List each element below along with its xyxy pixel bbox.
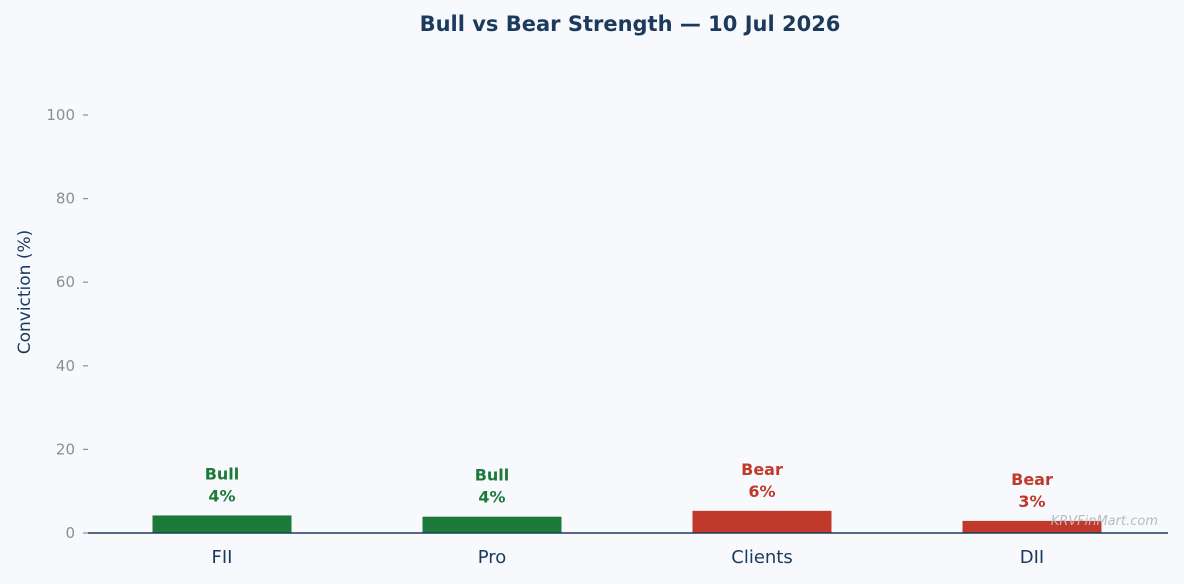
y-tick-label: 0 [65,524,75,542]
value-label: 4% [478,488,505,507]
y-tick-label: 40 [56,357,75,375]
watermark: KRVFinMart.com [1051,514,1158,529]
x-tick-label: Clients [731,547,793,568]
bias-label: Bull [475,466,510,485]
bar-fii [152,515,292,533]
bias-label: Bull [205,464,240,483]
bars: Bull 4% Bull 4% Bear 6% Bear 3% [152,460,1102,533]
value-label: 6% [748,482,775,501]
y-tick-label: 80 [56,190,75,208]
x-tick-label: Pro [478,547,507,568]
bar-dii [962,520,1102,533]
x-axis: FII Pro Clients DII [88,532,1168,568]
x-tick-label: DII [1020,547,1044,568]
bar-clients [692,510,832,533]
bias-label: Bear [1011,470,1053,489]
y-tick-label: 100 [46,106,75,124]
chart-title: Bull vs Bear Strength — 10 Jul 2026 [420,12,841,36]
value-label: 4% [208,486,235,505]
bar-pro [422,516,562,533]
x-tick-label: FII [212,547,233,568]
value-label: 3% [1018,492,1045,511]
y-axis-label: Conviction (%) [15,230,35,355]
y-axis: 0 20 40 60 80 100 [46,106,88,542]
bias-label: Bear [741,460,783,479]
y-tick-label: 20 [56,440,75,458]
y-tick-label: 60 [56,273,75,291]
